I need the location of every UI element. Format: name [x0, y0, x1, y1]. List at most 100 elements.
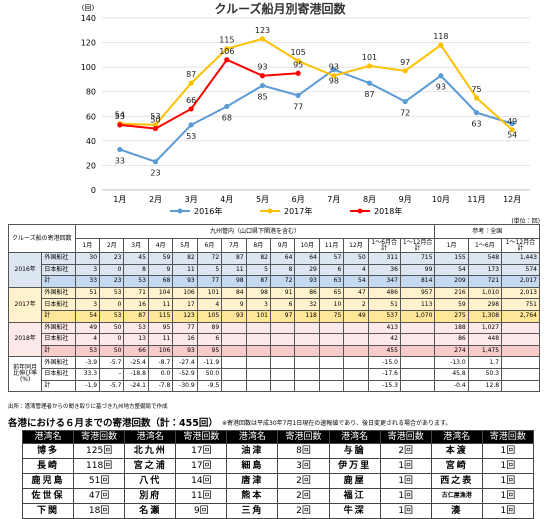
y-tick-label: 100	[81, 63, 96, 72]
cell: 51	[367, 298, 401, 311]
cell: 72	[196, 252, 223, 265]
column-header: 1月	[434, 238, 469, 253]
cell: 216	[434, 286, 469, 300]
cell: 455	[367, 344, 401, 358]
cell	[221, 333, 247, 346]
cell	[269, 367, 296, 381]
chart: クルーズ船月別寄港回数 (回) 0 20 40 60 80 100 120 140 1月 2月 3月…	[81, 1, 530, 216]
cell: 115	[147, 309, 174, 323]
ports-table: 港湾名 寄港回数 港湾名 寄港回数 港湾名 寄港回数 港湾名 寄港回数 港湾名 寄港回数 博多 125…	[21, 430, 535, 519]
cell: 1.7	[467, 356, 503, 369]
point	[438, 42, 444, 48]
cell: 11	[147, 298, 174, 311]
cell: -5.7	[99, 356, 125, 369]
point	[152, 122, 159, 128]
cell: 63	[318, 275, 345, 288]
port-count: 3回	[277, 458, 330, 474]
cell: 33	[74, 275, 101, 288]
column-header: 11月	[318, 238, 345, 253]
x-tick-label: 5月	[256, 195, 269, 204]
table-row: 博多 125回 北九州 17回 油津 8回 与論 2回 本渡 1回	[21, 443, 535, 459]
data-label: 77	[293, 102, 303, 111]
cell: 49	[343, 309, 369, 323]
cell	[269, 344, 296, 358]
series-line	[119, 68, 513, 163]
block-label: 2016年	[7, 252, 43, 288]
column-header: 2月	[99, 238, 125, 253]
cell	[399, 321, 436, 335]
ports-note: ※寄港回数は平成30年7月1日現在の速報値であり、後日変更される場合があります。	[222, 420, 452, 427]
table-row: 計 53 50 66 106 93 95 455 274 1,475	[9, 344, 540, 358]
cell	[501, 321, 540, 335]
data-label: 54	[507, 131, 517, 140]
column-header: 寄港回数	[175, 430, 228, 444]
data-label: 54	[115, 111, 125, 120]
cell: -1.9	[74, 379, 101, 393]
cell: 42	[367, 333, 401, 346]
cell: 32	[294, 298, 320, 311]
data-label: 106	[219, 47, 234, 56]
port-name: 熊本	[226, 488, 279, 504]
cell: -24.1	[123, 379, 149, 393]
port-count: 2回	[379, 443, 432, 459]
cell	[318, 333, 345, 346]
cell	[269, 356, 296, 369]
cell	[501, 344, 540, 358]
column-header: 4月	[147, 238, 174, 253]
column-header: 寄港回数	[73, 430, 126, 444]
point	[117, 146, 123, 153]
cell: 3	[74, 298, 101, 311]
table-row: 日本船社 4 0 13 11 16 6 42 86 448	[9, 333, 540, 346]
cell: 53	[123, 275, 149, 288]
point	[259, 82, 266, 89]
cell: 4	[74, 333, 101, 346]
point	[188, 106, 194, 112]
cell	[294, 344, 320, 358]
port-count: 1回	[481, 443, 535, 459]
cell: 486	[367, 286, 401, 300]
cell: 6	[269, 298, 296, 311]
count-table: クルーズ船の寄港回数 九州管内（山口県下関港を含む） 参考：全国 1月 2月 3月 4月 5月…	[7, 224, 540, 393]
cell: 68	[147, 275, 174, 288]
cell: 66	[123, 344, 149, 358]
cell: -30.9	[172, 379, 198, 393]
port-name: 長崎	[21, 458, 75, 474]
cell: 347	[367, 275, 401, 288]
cell: 1,010	[467, 286, 503, 300]
cell: 93	[294, 275, 320, 288]
column-header: 1～6月合計	[367, 238, 401, 253]
column-header: 6月	[196, 238, 223, 253]
cell: 311	[367, 252, 401, 265]
cell: 721	[467, 275, 503, 288]
port-count: 118回	[73, 458, 126, 474]
cell: 91	[269, 286, 296, 300]
corner: クルーズ船の寄港回数	[8, 224, 76, 253]
row-label: 外国船社	[41, 252, 76, 265]
legend-label: 2018年	[374, 206, 402, 216]
unit: (単位：回)	[511, 218, 540, 225]
cell: 10	[318, 298, 345, 311]
series-line	[119, 58, 299, 130]
cell: 29	[294, 263, 320, 277]
cell: 4	[343, 263, 369, 277]
cell: 17	[172, 298, 198, 311]
cell	[399, 344, 436, 358]
cell: 16	[123, 298, 149, 311]
cell	[318, 344, 345, 358]
data-label: 85	[257, 93, 267, 102]
cell: 1,027	[467, 321, 503, 335]
point	[259, 36, 266, 42]
port-name: 三角	[226, 503, 279, 519]
cell: 11	[221, 263, 247, 277]
point	[224, 57, 230, 63]
chart-title: クルーズ船月別寄港回数	[214, 1, 346, 16]
cell: 715	[399, 252, 436, 265]
y-tick-label: 0	[91, 186, 96, 195]
row-label: 計	[41, 344, 76, 358]
point	[188, 122, 194, 128]
column-header: 港湾名	[124, 430, 177, 444]
cell: 413	[367, 321, 401, 335]
y-tick-label: 60	[86, 112, 96, 121]
data-label: 101	[362, 53, 377, 62]
cell: -3.9	[74, 356, 101, 369]
